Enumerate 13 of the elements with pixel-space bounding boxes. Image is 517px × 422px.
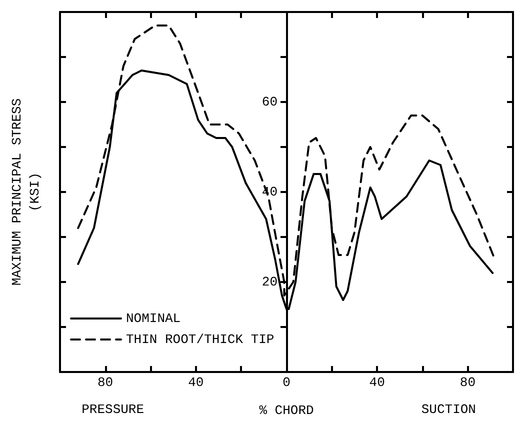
x-tick-label: 0 (282, 375, 290, 390)
y-axis-title: MAXIMUM PRINCIPAL STRESS (KSI) (10, 98, 42, 286)
y-tick-label: 60 (262, 94, 278, 110)
x-tick-label: 80 (97, 375, 114, 390)
text: SUCTION (421, 402, 476, 417)
x-tick-label: 40 (369, 375, 385, 390)
text: PRESSURE (82, 402, 144, 417)
y-tick-label: 20 (262, 274, 278, 290)
x-axis-title: % CHORD (259, 403, 314, 418)
legend-label: NOMINAL (126, 311, 181, 326)
x-tick-label: 40 (188, 375, 204, 390)
legend-label: THIN ROOT/THICK TIP (126, 332, 274, 347)
x-tick-label: 80 (460, 375, 476, 390)
